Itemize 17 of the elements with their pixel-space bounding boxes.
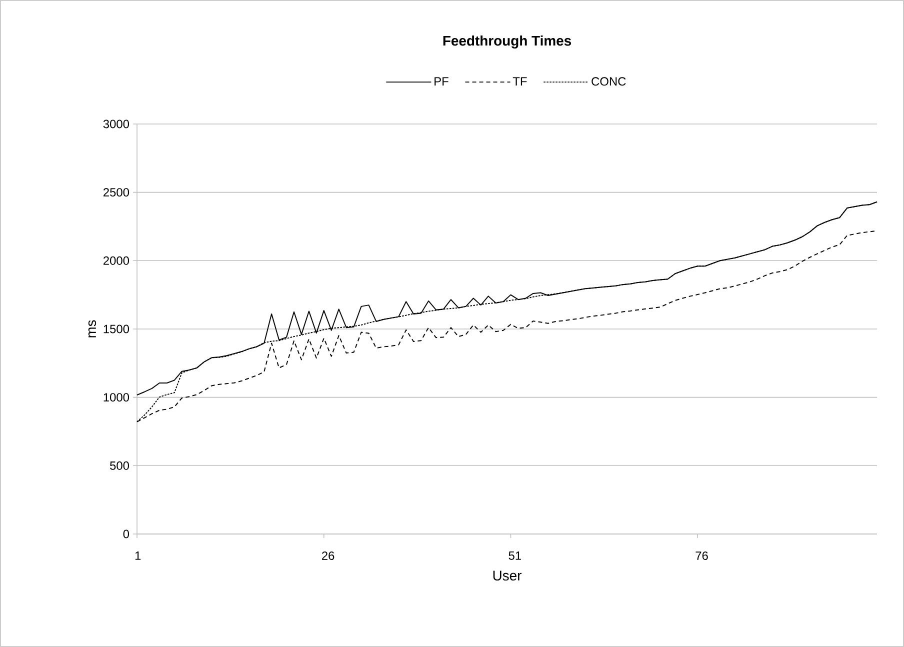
legend-label: CONC (592, 77, 626, 86)
y-tick-label: 500 (110, 461, 130, 470)
y-axis-title: ms (88, 320, 96, 338)
x-tick-label: 51 (508, 552, 521, 560)
chart-title: Feedthrough Times (443, 35, 572, 49)
y-tick-label: 2000 (103, 256, 130, 265)
y-tick-label: 1000 (104, 393, 130, 402)
legend-label: PF (434, 77, 448, 86)
x-axis-title: User (493, 570, 522, 581)
y-tick-label: 3000 (103, 120, 130, 128)
x-tick-label: 76 (696, 552, 708, 560)
y-tick-label: 0 (123, 530, 130, 538)
x-tick-label: 1 (135, 552, 141, 560)
legend-label: TF (512, 77, 527, 86)
x-tick-label: 26 (322, 552, 334, 560)
y-tick-label: 1500 (104, 324, 130, 334)
y-tick-label: 2500 (103, 188, 130, 197)
